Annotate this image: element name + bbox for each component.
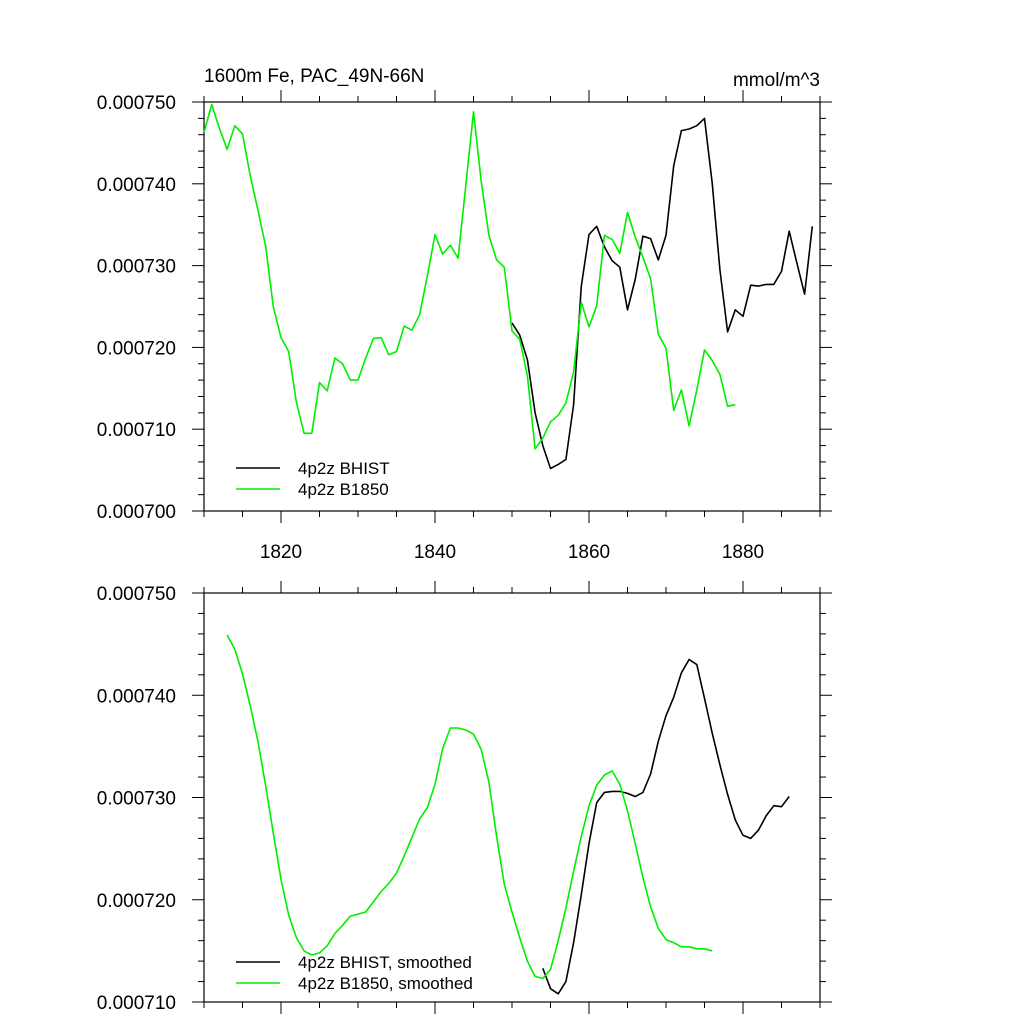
legend-label: 4p2z B1850 <box>298 480 389 499</box>
x-tick-label: 1880 <box>722 542 764 563</box>
y-tick-label: 0.000700 <box>97 502 176 523</box>
plot-frame <box>203 101 821 512</box>
y-tick-label: 0.000740 <box>97 175 176 196</box>
x-tick-label: 1860 <box>568 542 610 563</box>
y-tick-label: 0.000720 <box>97 338 176 359</box>
y-tick-label: 0.000730 <box>97 789 176 810</box>
bottom-smoothed-line-chart: 0.000710 0.000720 0.000730 0.000740 0.000750… <box>97 581 832 1014</box>
y-tick-label: 0.000730 <box>97 257 176 278</box>
legend-label: 4p2z BHIST <box>298 459 390 478</box>
y-tick-label: 0.000720 <box>97 891 176 912</box>
series-line-bhist <box>542 658 790 995</box>
y-tick-label: 0.000750 <box>97 93 176 114</box>
top-line-chart: 1820 1840 1860 1880 0.000700 0.000710 0.000720… <box>97 90 832 563</box>
x-tick-label: 1820 <box>260 542 302 563</box>
plot-frame <box>203 592 821 1003</box>
series-line-b1850 <box>226 634 713 980</box>
legend-label: 4p2z BHIST, smoothed <box>298 953 472 972</box>
y-tick-label: 0.000740 <box>97 686 176 707</box>
x-tick-label: 1840 <box>414 542 456 563</box>
legend-label: 4p2z B1850, smoothed <box>298 974 473 993</box>
y-tick-label: 0.000750 <box>97 584 176 605</box>
y-tick-label: 0.000710 <box>97 420 176 441</box>
y-tick-label: 0.000710 <box>97 993 176 1014</box>
figure-title: 1600m Fe, PAC_49N-66N <box>204 66 424 87</box>
series-line-b1850 <box>203 103 736 450</box>
figure-units: mmol/m^3 <box>733 70 820 91</box>
series-line-bhist <box>511 117 814 470</box>
